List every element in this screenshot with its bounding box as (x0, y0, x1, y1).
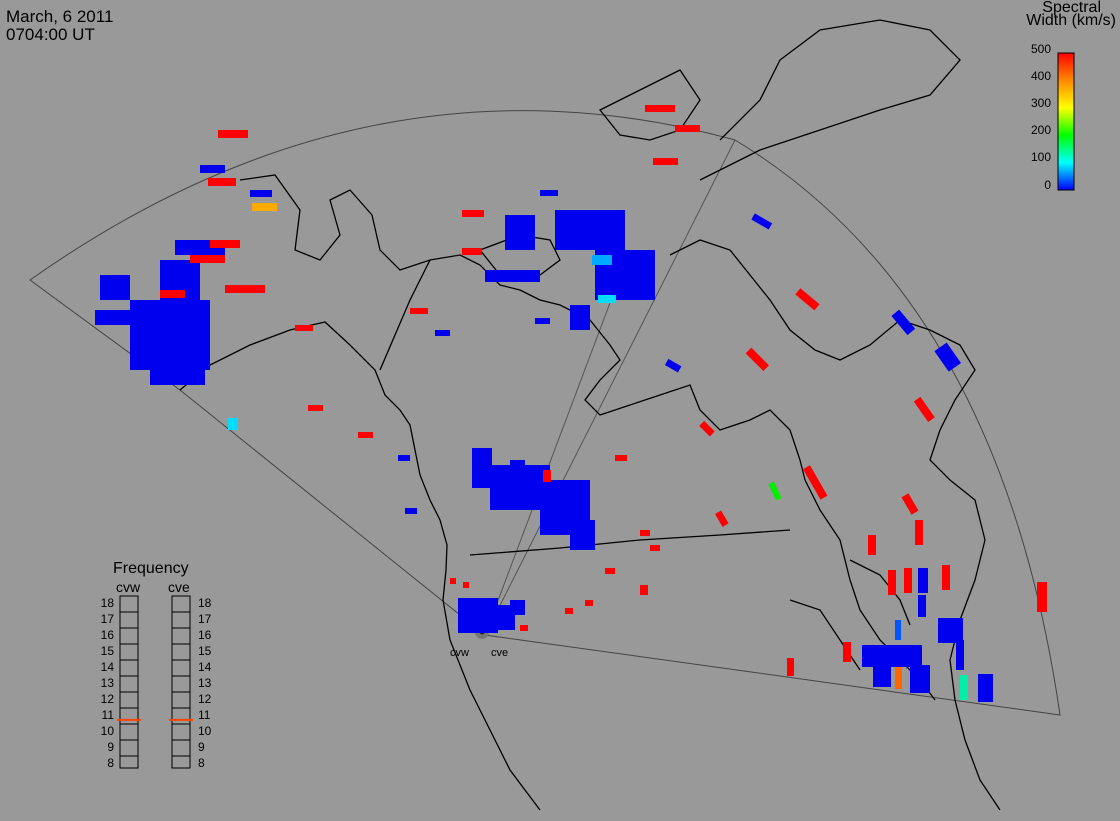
fov-outline (29, 110, 1061, 716)
frequency-tick-left: 13 (100, 676, 114, 690)
fov-beam-line (484, 139, 736, 636)
colorbar (1057, 52, 1075, 191)
frequency-tick-left: 14 (100, 660, 114, 674)
frequency-tick-right: 16 (198, 628, 212, 642)
colorbar-tick: 400 (1030, 69, 1051, 83)
coastlines (179, 19, 1001, 811)
frequency-tick-right: 11 (198, 708, 211, 722)
colorbar-title-line2: Width (km/s) (1026, 12, 1116, 29)
frequency-title: Frequency (113, 560, 189, 577)
colorbar-tick: 200 (1030, 123, 1051, 137)
frequency-tick-left: 15 (100, 644, 114, 658)
frequency-radar-label-cve: cve (168, 579, 190, 595)
frequency-tick-left: 9 (107, 740, 114, 754)
colorbar-tick: 0 (1044, 178, 1051, 192)
frequency-tick-right: 9 (198, 740, 205, 754)
frequency-tick-right: 12 (198, 692, 212, 706)
frequency-tick-left: 8 (107, 756, 114, 770)
time-label: 0704:00 UT (6, 25, 95, 44)
radar-site-label-cve: cve (491, 647, 509, 659)
colorbar-tick: 100 (1030, 150, 1051, 164)
frequency-tick-right: 18 (198, 596, 212, 610)
frequency-tick-left: 11 (101, 708, 114, 722)
frequency-tick-left: 12 (100, 692, 114, 706)
frequency-tick-right: 15 (198, 644, 212, 658)
colorbar-title-line1: Spectral (1042, 0, 1101, 16)
date-label: March, 6 2011 (6, 7, 114, 26)
frequency-tick-right: 14 (198, 660, 212, 674)
colorbar-tick: 300 (1030, 96, 1051, 110)
frequency-tick-right: 10 (198, 724, 212, 738)
frequency-tick-left: 18 (100, 596, 114, 610)
frequency-tick-right: 8 (198, 756, 205, 770)
frequency-tick-right: 17 (198, 612, 212, 626)
frequency-tick-right: 13 (198, 676, 212, 690)
colorbar-tick: 500 (1030, 42, 1051, 56)
frequency-tick-left: 10 (100, 724, 114, 738)
radar-echoes (95, 105, 1047, 702)
frequency-gauges (119, 595, 191, 769)
radar-site-label-cvw: cvw (450, 647, 469, 659)
frequency-gauge-gridlines (120, 611, 190, 757)
frequency-radar-label-cvw: cvw (116, 579, 141, 595)
frequency-tick-left: 16 (100, 628, 114, 642)
frequency-tick-left: 17 (100, 612, 114, 626)
fov-beam-line (484, 254, 629, 636)
